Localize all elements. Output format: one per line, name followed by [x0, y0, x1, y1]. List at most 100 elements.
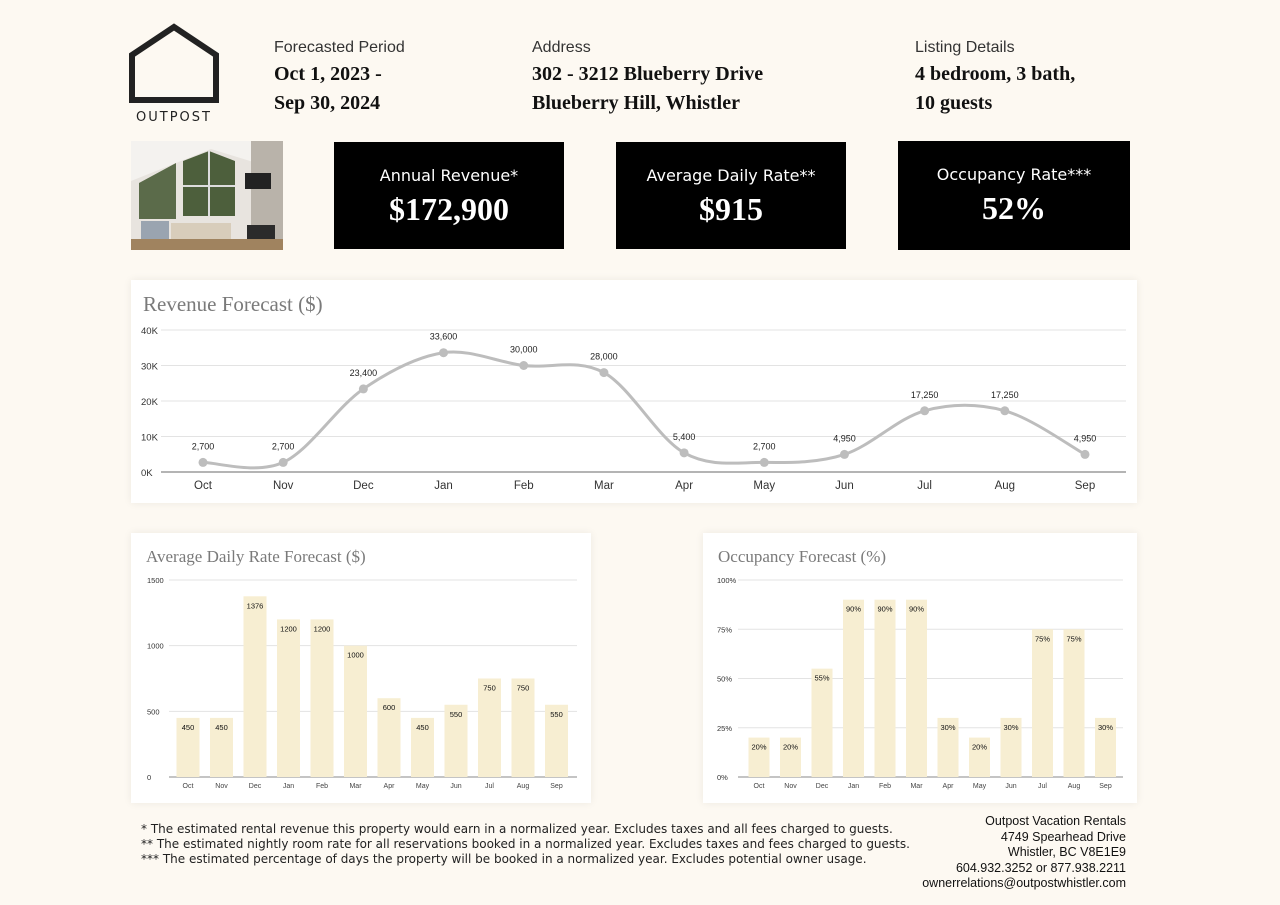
revenue-chart-card: Revenue Forecast ($) 0K 10K 20K 30K 40K 2,700…: [131, 280, 1137, 503]
x-tick-label: Oct: [183, 783, 194, 790]
x-tick-label: Jan: [434, 480, 453, 492]
footnote-occupancy: *** The estimated percentage of days the…: [141, 852, 867, 866]
x-tick-label: Sep: [1075, 480, 1095, 492]
data-label: 5,400: [673, 432, 696, 442]
data-point: [358, 384, 368, 394]
listing-line-1: 4 bedroom, 3 bath,: [915, 63, 1076, 85]
listing-block: Listing Details 4 bedroom, 3 bath, 10 gu…: [915, 39, 1075, 118]
house-icon: [129, 23, 219, 103]
x-tick-label: Mar: [594, 480, 614, 492]
data-label: 750: [483, 684, 496, 693]
y-tick-label: 10K: [141, 433, 159, 444]
data-label: 55%: [814, 674, 829, 683]
y-tick-label: 20K: [141, 397, 159, 408]
x-tick-label: Apr: [675, 480, 693, 492]
data-label: 20%: [783, 743, 798, 752]
data-label: 30%: [1098, 723, 1113, 732]
data-label: 4,950: [1074, 433, 1097, 443]
x-tick-label: Aug: [1068, 783, 1081, 790]
address-block: Address 302 - 3212 Blueberry Drive Blueb…: [532, 39, 763, 118]
data-label: 1200: [280, 624, 297, 633]
kpi-label: Occupancy Rate***: [936, 165, 1092, 184]
x-tick-label: Oct: [194, 480, 213, 492]
x-tick-label: Jun: [835, 480, 854, 492]
data-label: 23,400: [350, 368, 378, 378]
period-start: Oct 1, 2023 -: [274, 63, 382, 85]
bar: [937, 717, 959, 777]
data-point: [519, 361, 529, 370]
adr-bar-chart: 0 500 1000 1500 450 Oct 450 Nov 1376 Dec 1200 Jan 12…: [147, 576, 577, 790]
x-tick-label: May: [973, 783, 987, 790]
property-photo: [131, 141, 283, 250]
kpi-value: $172,900: [389, 191, 509, 227]
bar: [748, 737, 770, 777]
data-label: 75%: [1066, 634, 1081, 643]
revenue-line-chart: 0K 10K 20K 30K 40K 2,700 Oct 2,700 Nov 23,400 Dec 3…: [141, 326, 1126, 492]
data-label: 2,700: [753, 441, 776, 451]
data-label: 17,250: [911, 390, 939, 400]
data-label: 750: [517, 684, 530, 693]
x-tick-label: Dec: [249, 783, 262, 790]
data-label: 90%: [909, 605, 924, 614]
x-tick-label: Aug: [995, 480, 1015, 492]
x-tick-label: May: [416, 783, 430, 790]
data-label: 90%: [877, 605, 892, 614]
contact-block: Outpost Vacation Rentals 4749 Spearhead …: [922, 814, 1126, 892]
bar: [1095, 717, 1116, 777]
bar: [411, 717, 434, 777]
x-tick-label: Dec: [353, 480, 374, 492]
data-point: [198, 457, 208, 467]
occupancy-chart-card: Occupancy Forecast (%) 0% 25% 50% 75% 100% 20…: [703, 533, 1137, 803]
period-block: Forecasted Period Oct 1, 2023 - Sep 30, …: [274, 39, 405, 118]
x-tick-label: May: [753, 480, 775, 492]
y-tick-label: 75%: [717, 625, 732, 634]
footnote-adr: ** The estimated nightly room rate for a…: [141, 837, 910, 851]
brand-name: OUTPOST: [136, 110, 212, 125]
data-point: [839, 449, 849, 459]
data-point: [1080, 449, 1090, 459]
footnote-revenue: * The estimated rental revenue this prop…: [141, 822, 893, 836]
data-label: 1200: [314, 624, 331, 633]
listing-line-2: 10 guests: [915, 92, 993, 114]
x-tick-label: Jul: [485, 783, 494, 790]
x-tick-label: Mar: [349, 783, 362, 790]
bar: [843, 599, 864, 777]
x-tick-label: Apr: [384, 783, 396, 790]
x-tick-label: Mar: [910, 783, 923, 790]
bar: [874, 599, 896, 777]
x-tick-label: Sep: [550, 783, 563, 790]
x-tick-label: Oct: [754, 783, 765, 790]
bar: [444, 704, 468, 777]
data-label: 30,000: [510, 345, 538, 355]
data-label: 450: [215, 723, 228, 732]
bar: [377, 698, 401, 777]
data-label: 17,250: [991, 390, 1019, 400]
bar: [310, 619, 334, 777]
bar: [780, 737, 801, 777]
data-label: 30%: [940, 723, 955, 732]
occupancy-bar-chart: 0% 25% 50% 75% 100% 20% Oct 20% Nov 55% Dec 90% Jan 9…: [717, 576, 1123, 790]
y-tick-label: 50%: [717, 675, 732, 684]
data-point: [1000, 406, 1010, 416]
email-link[interactable]: ownerrelations@outpostwhistler.com: [922, 876, 1126, 890]
bar: [277, 619, 300, 777]
bar: [478, 678, 501, 777]
bar: [210, 717, 233, 777]
address-line-1: 302 - 3212 Blueberry Drive: [532, 63, 764, 85]
y-tick-label: 1000: [147, 642, 164, 651]
x-tick-label: Nov: [273, 480, 294, 492]
kpi-average-daily-rate: Average Daily Rate** $915: [616, 142, 846, 249]
data-label: 2,700: [192, 441, 215, 451]
bar: [176, 717, 200, 777]
data-label: 28,000: [590, 352, 618, 362]
x-tick-label: Nov: [784, 783, 797, 790]
x-tick-label: Feb: [879, 783, 891, 790]
bar: [969, 737, 990, 777]
chart-title: Occupancy Forecast (%): [718, 547, 887, 566]
x-tick-label: Sep: [1099, 783, 1112, 790]
data-point: [439, 348, 449, 358]
data-point: [278, 457, 288, 467]
period-label: Forecasted Period: [274, 39, 405, 56]
kpi-annual-revenue: Annual Revenue* $172,900: [334, 142, 564, 249]
city-address: Whistler, BC V8E1E9: [1007, 845, 1126, 859]
